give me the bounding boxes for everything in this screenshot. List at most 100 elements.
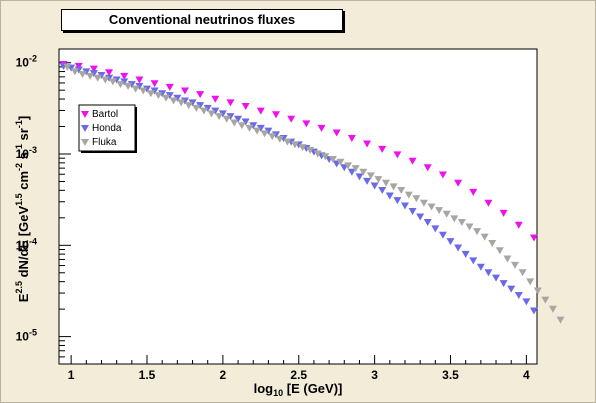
data-point-honda xyxy=(188,99,197,107)
data-point-honda xyxy=(218,110,227,118)
data-point-fluka xyxy=(169,97,178,105)
data-point-bartol xyxy=(408,157,417,165)
y-axis-title: E2.5 dN/dE [GeV1.5 cm-2 s-1 sr-1] xyxy=(14,116,31,302)
data-point-honda xyxy=(150,87,159,95)
x-tick-label: 1 xyxy=(68,368,75,382)
data-point-honda xyxy=(492,274,501,282)
data-point-honda xyxy=(105,74,114,82)
data-point-bartol xyxy=(393,151,402,159)
data-point-fluka xyxy=(184,102,193,110)
data-point-honda xyxy=(211,107,220,115)
data-point-fluka xyxy=(78,71,87,79)
data-point-fluka xyxy=(154,92,163,100)
data-point-fluka xyxy=(427,203,436,211)
data-point-fluka xyxy=(328,155,337,163)
y-tick-label: 10-2 xyxy=(16,54,37,70)
data-point-honda xyxy=(461,250,470,258)
data-point-honda xyxy=(135,82,144,90)
data-point-fluka xyxy=(465,223,474,231)
data-point-fluka xyxy=(253,127,262,135)
data-point-honda xyxy=(385,192,394,200)
data-point-fluka xyxy=(161,94,170,102)
data-point-fluka xyxy=(366,172,375,180)
data-point-honda xyxy=(234,115,243,123)
data-point-fluka xyxy=(495,247,504,255)
legend-box xyxy=(78,104,136,152)
legend-label-fluka: Fluka xyxy=(92,137,117,148)
data-point-fluka xyxy=(290,141,299,149)
data-point-fluka xyxy=(503,255,512,263)
data-point-bartol xyxy=(105,69,114,77)
axis-ticks: 1 1.5 2 2.5 3 3.5 4 10-5 10-4 10-3 10-2 xyxy=(16,54,530,382)
data-point-fluka xyxy=(473,228,482,236)
legend-marker-bartol xyxy=(81,111,89,118)
data-point-fluka xyxy=(116,81,125,89)
data-point-fluka xyxy=(412,195,421,203)
data-point-bartol xyxy=(135,76,144,84)
data-point-bartol xyxy=(302,120,311,128)
data-point-honda xyxy=(370,182,379,190)
data-point-fluka xyxy=(374,176,383,184)
data-point-honda xyxy=(241,118,250,126)
data-point-honda xyxy=(484,269,493,277)
data-point-fluka xyxy=(488,239,497,247)
data-point-fluka xyxy=(526,278,535,286)
data-point-fluka xyxy=(108,78,117,86)
data-point-fluka xyxy=(397,187,406,195)
data-point-fluka xyxy=(533,287,542,295)
data-point-fluka xyxy=(351,165,360,173)
data-point-honda xyxy=(514,292,523,300)
x-tick-label: 2 xyxy=(220,368,227,382)
data-point-fluka xyxy=(313,150,322,158)
data-point-bartol xyxy=(469,188,478,196)
data-point-bartol xyxy=(378,145,387,153)
data-point-honda xyxy=(256,124,265,132)
data-point-bartol xyxy=(454,179,463,187)
data-point-bartol xyxy=(363,140,372,148)
data-point-fluka xyxy=(518,269,527,277)
y-tick-label: 10-5 xyxy=(16,328,37,344)
data-point-fluka xyxy=(215,113,224,121)
legend-marker-fluka xyxy=(81,139,89,146)
data-point-fluka xyxy=(230,119,239,127)
legend: Bartol Honda Fluka xyxy=(78,104,137,153)
data-point-honda xyxy=(431,225,440,233)
plot-area xyxy=(58,48,538,365)
data-point-bartol xyxy=(150,80,159,88)
data-point-fluka xyxy=(541,296,550,304)
data-point-honda xyxy=(347,168,356,176)
data-point-fluka xyxy=(63,63,72,71)
data-point-fluka xyxy=(245,124,254,132)
data-point-bartol xyxy=(484,199,493,207)
x-tick-label: 2.5 xyxy=(290,368,307,382)
data-point-fluka xyxy=(283,138,292,146)
legend-label-bartol: Bartol xyxy=(92,109,118,120)
data-point-fluka xyxy=(321,153,330,161)
data-point-honda xyxy=(438,231,447,239)
data-point-honda xyxy=(203,104,212,112)
data-point-fluka xyxy=(450,215,459,223)
data-point-fluka xyxy=(359,168,368,176)
data-point-honda xyxy=(476,263,485,271)
data-point-honda xyxy=(423,218,432,226)
data-point-fluka xyxy=(199,107,208,115)
data-point-fluka xyxy=(389,183,398,191)
data-point-bartol xyxy=(529,234,538,242)
data-point-bartol xyxy=(256,107,265,115)
data-point-honda xyxy=(499,280,508,288)
chart-title: Conventional neutrinos fluxes xyxy=(61,9,343,31)
data-point-fluka xyxy=(124,82,133,90)
data-point-honda xyxy=(271,131,280,139)
data-point-bartol xyxy=(287,115,296,123)
data-point-honda xyxy=(264,127,273,135)
data-point-bartol xyxy=(317,124,326,132)
data-point-bartol xyxy=(423,164,432,172)
legend-marker-honda xyxy=(81,125,89,132)
data-point-fluka xyxy=(207,110,216,118)
data-point-honda xyxy=(469,257,478,265)
data-point-fluka xyxy=(382,179,391,187)
data-point-fluka xyxy=(139,87,148,95)
legend-shadow-bottom xyxy=(81,151,137,153)
data-point-fluka xyxy=(336,158,345,166)
